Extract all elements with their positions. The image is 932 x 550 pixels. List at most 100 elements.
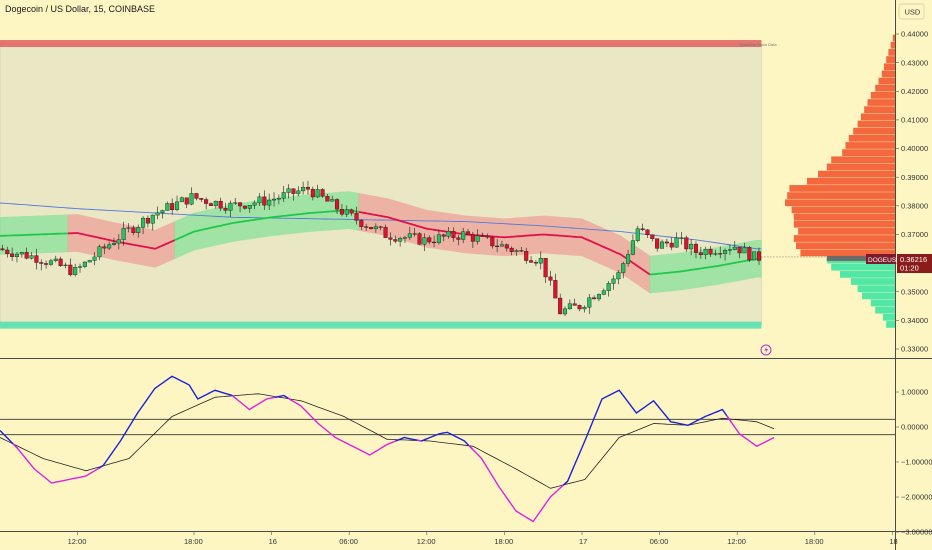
candle-up	[54, 259, 58, 261]
candle-down	[495, 246, 499, 247]
candle-down	[684, 238, 688, 249]
profile-bar-up	[893, 35, 895, 42]
candle-down	[738, 247, 742, 253]
candle-down	[558, 298, 562, 314]
candle-up	[112, 243, 116, 244]
candle-down	[35, 256, 39, 263]
profile-bar-up	[794, 214, 895, 221]
currency-button-label[interactable]: USD	[905, 8, 921, 17]
candle-down	[350, 210, 354, 213]
candle-up	[539, 258, 543, 263]
candle-down	[102, 247, 106, 248]
candle-down	[524, 251, 528, 260]
profile-bar-up	[849, 135, 895, 142]
candle-down	[238, 203, 242, 206]
candle-down	[481, 236, 485, 237]
candle-up	[626, 254, 630, 263]
candle-down	[311, 189, 315, 197]
candle-up	[447, 231, 451, 236]
candle-up	[78, 267, 82, 268]
candle-down	[263, 197, 267, 205]
profile-bar-up	[891, 42, 895, 49]
candle-down	[718, 253, 722, 254]
profile-bar-up	[789, 185, 895, 192]
candle-up	[689, 244, 693, 249]
candle-down	[389, 238, 393, 240]
candle-down	[665, 242, 669, 243]
profile-bar-up	[871, 92, 895, 99]
candle-down	[471, 235, 475, 242]
price-tick-label: 0.34000	[901, 316, 928, 325]
candle-down	[694, 244, 698, 252]
currency-button[interactable]: USD	[899, 4, 924, 19]
candle-down	[670, 243, 674, 247]
candle-up	[636, 229, 640, 241]
candle-up	[64, 265, 68, 266]
candle-up	[88, 260, 92, 262]
range-bottom-band	[0, 322, 761, 329]
profile-bar-up	[842, 149, 895, 156]
candle-up	[704, 249, 708, 255]
time-tick-label: 06:00	[650, 537, 669, 546]
candle-up	[607, 283, 611, 290]
candle-up	[301, 187, 305, 191]
profile-bar-down	[831, 264, 895, 271]
price-tick-label: 0.43000	[901, 58, 928, 67]
profile-bar-up	[818, 171, 895, 178]
profile-bar-down	[851, 278, 895, 285]
profile-bar-up	[846, 142, 896, 149]
candle-down	[306, 187, 310, 189]
candle-down	[39, 263, 43, 264]
candle-down	[209, 204, 213, 206]
price-tick-label: 0.39000	[901, 173, 928, 182]
price-pane[interactable]: Quarterly Stock Data	[0, 40, 866, 329]
profile-bar-up	[884, 63, 895, 70]
profile-bar-up	[787, 192, 895, 199]
time-tick-label: 17	[579, 537, 587, 546]
profile-bar-down	[858, 285, 895, 292]
candle-down	[243, 206, 247, 208]
profile-bar-up	[798, 228, 895, 235]
candle-up	[248, 205, 252, 208]
candle-down	[554, 280, 558, 298]
candle-up	[136, 227, 140, 232]
candle-up	[166, 203, 170, 210]
osc-tick-label: −3.00000	[901, 528, 932, 537]
candle-down	[709, 249, 713, 254]
candle-down	[573, 304, 577, 306]
profile-bar-down	[862, 292, 895, 299]
range-top-band	[0, 40, 761, 47]
candle-down	[393, 239, 397, 241]
candle-up	[127, 228, 131, 229]
candle-up	[122, 228, 126, 239]
candle-up	[423, 238, 427, 245]
profile-bar-up	[868, 99, 896, 106]
candle-down	[364, 227, 368, 228]
candle-up	[330, 199, 334, 201]
candle-down	[321, 189, 325, 196]
candle-down	[1, 249, 5, 250]
candle-up	[20, 252, 24, 254]
candle-up	[617, 273, 621, 279]
profile-bar-up	[794, 221, 895, 228]
time-tick-label: 12:00	[68, 537, 87, 546]
candle-down	[379, 227, 383, 228]
symbol-tag-label: DOGEUSD	[868, 257, 901, 264]
profile-bar-up	[831, 156, 895, 163]
candle-down	[520, 250, 524, 251]
candle-down	[185, 198, 189, 204]
profile-bar-down	[886, 321, 895, 328]
chart-title: Dogecoin / US Dollar, 15, COINBASE	[5, 4, 155, 14]
candle-up	[408, 234, 412, 238]
candle-up	[272, 199, 276, 200]
candle-down	[452, 231, 456, 237]
candle-up	[476, 236, 480, 242]
price-tick-label: 0.38000	[901, 202, 928, 211]
candle-up	[612, 279, 616, 283]
candle-down	[490, 237, 494, 246]
candle-up	[277, 198, 281, 199]
candle-down	[457, 238, 461, 240]
time-tick-label: 06:00	[339, 537, 358, 546]
profile-bar-up	[807, 178, 895, 185]
